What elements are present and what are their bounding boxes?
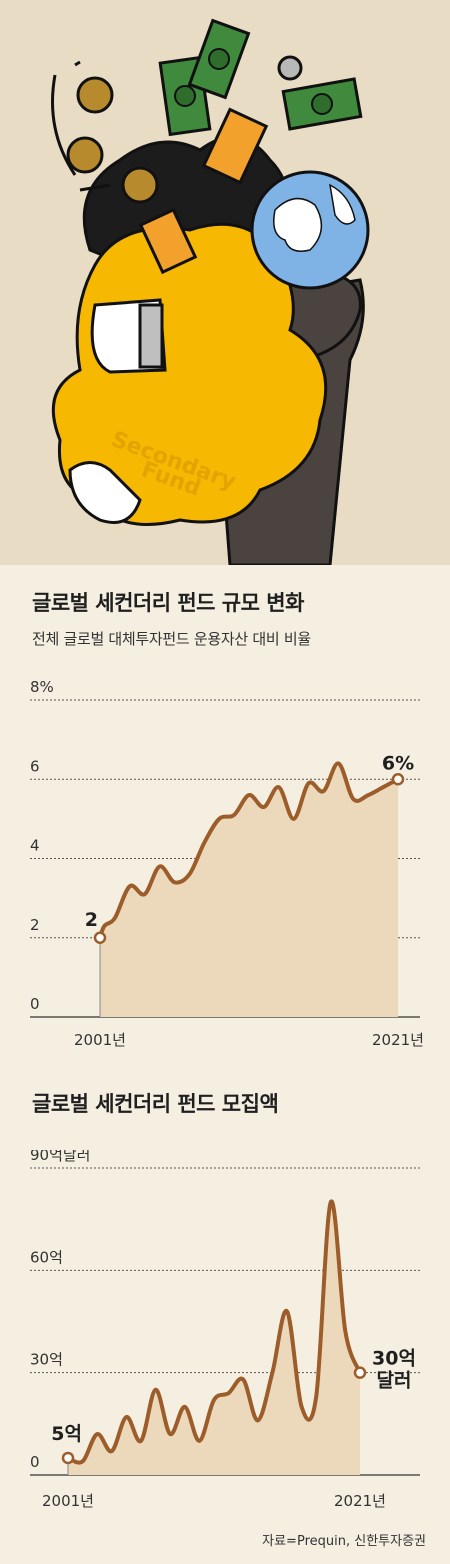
data-label: 달러 (377, 1370, 412, 1392)
coin-icon (66, 55, 303, 204)
x-tick-label: 2001년 (42, 1492, 94, 1510)
data-point-marker (61, 1451, 75, 1465)
y-tick-label: 0 (30, 1453, 40, 1471)
data-label: 30억 (372, 1348, 416, 1370)
x-tick-label: 2021년 (334, 1492, 386, 1510)
data-label: 5억 (51, 1423, 82, 1445)
y-tick-label: 4 (30, 837, 40, 855)
y-tick-label: 6 (30, 757, 40, 775)
data-point-marker (93, 931, 107, 944)
source-note: 자료=Prequin, 신한투자증권 (262, 1534, 426, 1549)
y-tick-label: 90억달러 (30, 1150, 91, 1164)
data-point-marker (391, 773, 405, 786)
area-fill (100, 763, 398, 1017)
y-tick-label: 30억 (30, 1351, 63, 1369)
chart2-title: 글로벌 세컨더리 펀드 모집액 (32, 1092, 279, 1116)
chart1-title: 글로벌 세컨더리 펀드 규모 변화 (32, 591, 304, 615)
chart1-subtitle: 전체 글로벌 대체투자펀드 운용자산 대비 비율 (32, 630, 311, 648)
y-tick-label: 0 (30, 995, 40, 1013)
y-tick-label: 8% (30, 678, 54, 696)
series-line (98, 761, 400, 940)
data-label: 6% (382, 752, 414, 774)
secondary-fund-illustration: Secondary Fund (0, 0, 450, 567)
data-label: 2 (85, 909, 98, 931)
series-line (66, 1199, 362, 1465)
x-tick-label: 2021년 (372, 1031, 424, 1049)
y-tick-label: 2 (30, 916, 40, 934)
y-tick-label: 60억 (30, 1248, 63, 1266)
money-icon (158, 18, 363, 137)
data-point-marker (353, 1366, 367, 1379)
illustration: Secondary Fund (0, 0, 450, 567)
area-fill (68, 1201, 360, 1475)
x-tick-label: 2001년 (74, 1031, 126, 1049)
chart1-plot: 8% 6 4 2 0 2 6% 2001년 2021년 (30, 678, 424, 1049)
